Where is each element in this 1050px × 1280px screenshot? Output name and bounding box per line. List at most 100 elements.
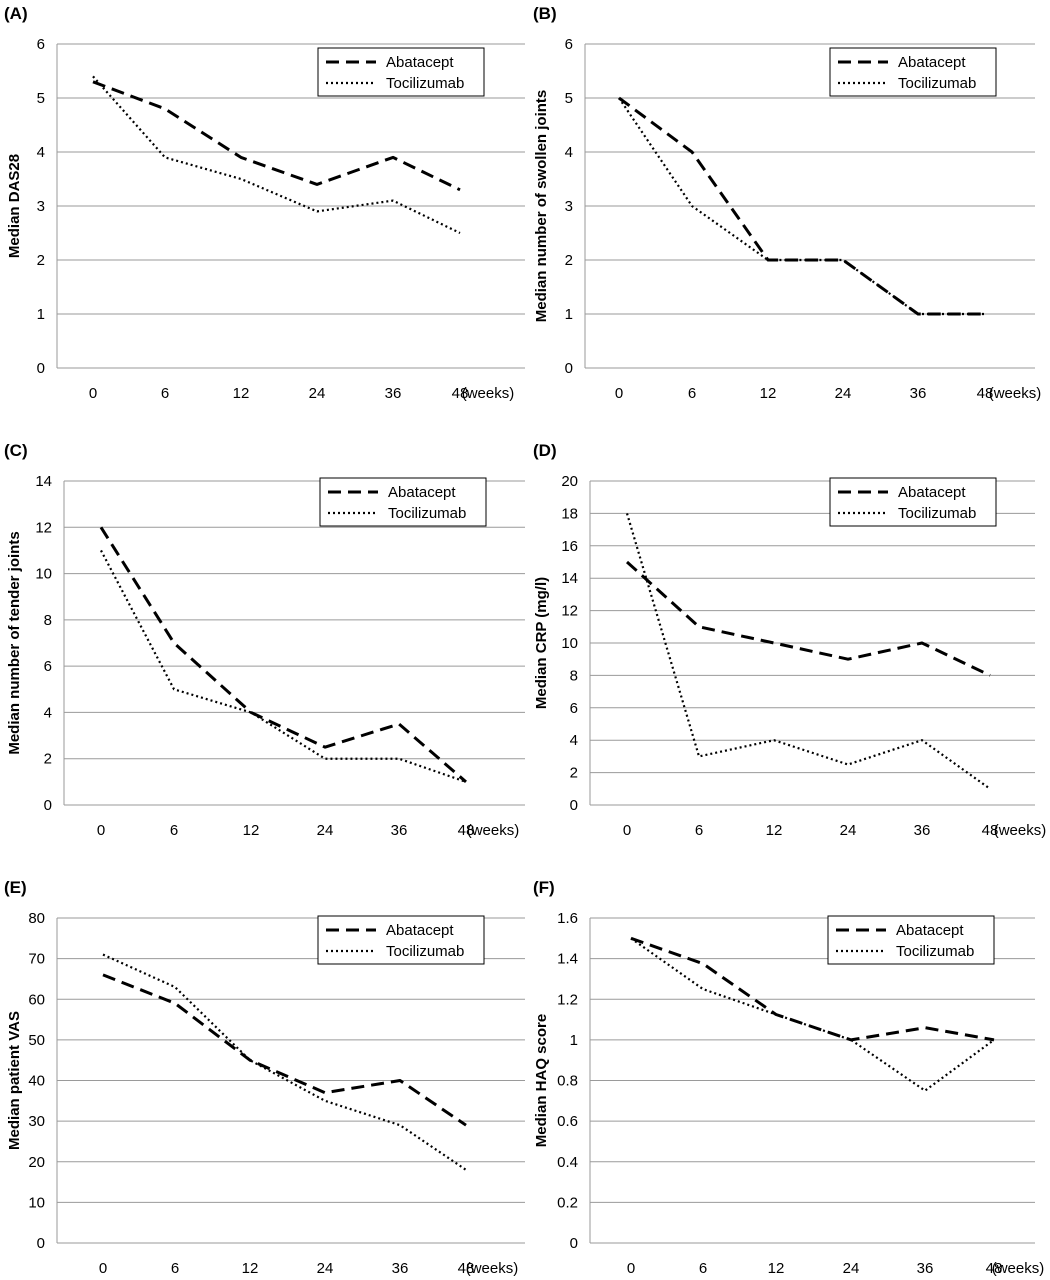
y-axis-label: Median CRP (mg/l): [533, 577, 550, 709]
y-tick-label: 0.4: [557, 1154, 578, 1171]
legend: Abatacept Tocilizumab: [317, 47, 485, 97]
y-axis-label: Median number of tender joints: [6, 531, 23, 754]
legend-label-abatacept: Abatacept: [388, 484, 456, 501]
legend: Abatacept Tocilizumab: [319, 477, 487, 527]
x-tick-label: 24: [317, 1260, 334, 1277]
panel-label: (A): [4, 4, 28, 23]
x-tick-label: 36: [391, 822, 408, 839]
y-tick-label: 20: [561, 473, 578, 490]
y-tick-label: 8: [570, 667, 578, 684]
y-tick-label: 0: [565, 360, 573, 377]
legend-label-tocilizumab: Tocilizumab: [386, 75, 464, 92]
x-unit-label: (weeks): [462, 385, 515, 402]
x-tick-label: 48: [452, 385, 469, 402]
panel-label: (F): [533, 878, 555, 897]
legend: Abatacept Tocilizumab: [317, 915, 485, 965]
legend-label-tocilizumab: Tocilizumab: [898, 505, 976, 522]
legend-box: [319, 477, 487, 527]
y-tick-label: 0: [37, 1235, 45, 1252]
x-tick-label: 0: [89, 385, 97, 402]
y-tick-label: 0: [44, 797, 52, 814]
y-tick-label: 70: [28, 951, 45, 968]
y-tick-label: 40: [28, 1073, 45, 1090]
legend-label-abatacept: Abatacept: [898, 484, 966, 501]
y-tick-label: 1: [570, 1032, 578, 1049]
y-tick-label: 6: [44, 658, 52, 675]
y-tick-label: 0: [570, 1235, 578, 1252]
x-tick-label: 0: [97, 822, 105, 839]
x-tick-label: 0: [615, 385, 623, 402]
legend-box: [317, 47, 485, 97]
y-tick-label: 2: [570, 765, 578, 782]
legend: Abatacept Tocilizumab: [827, 915, 995, 965]
series-line-tocilizumab: [625, 513, 991, 790]
x-tick-label: 12: [233, 385, 250, 402]
y-tick-label: 10: [28, 1194, 45, 1211]
x-tick-label: 36: [385, 385, 402, 402]
x-tick-label: 24: [840, 822, 857, 839]
x-tick-label: 36: [392, 1260, 409, 1277]
y-tick-label: 4: [37, 144, 45, 161]
y-tick-label: 60: [28, 991, 45, 1008]
y-tick-label: 1.4: [557, 951, 578, 968]
x-tick-label: 6: [688, 385, 696, 402]
y-tick-label: 14: [35, 473, 52, 490]
legend-label-tocilizumab: Tocilizumab: [898, 75, 976, 92]
x-tick-label: 12: [760, 385, 777, 402]
series-line-tocilizumab: [92, 75, 461, 234]
x-tick-label: 6: [695, 822, 703, 839]
x-tick-label: 36: [910, 385, 927, 402]
chart-panel-e: (E) 0 10 20 30 40 50 60 70 80 0 6 12 24 36 48(weeks) Med…: [4, 878, 525, 1277]
legend-label-tocilizumab: Tocilizumab: [896, 943, 974, 960]
legend-label-tocilizumab: Tocilizumab: [388, 505, 466, 522]
x-tick-label: 48: [458, 1260, 475, 1277]
y-axis-label: Median DAS28: [6, 154, 23, 258]
y-tick-label: 2: [37, 252, 45, 269]
legend-box: [829, 477, 997, 527]
x-tick-label: 24: [317, 822, 334, 839]
legend: Abatacept Tocilizumab: [829, 47, 997, 97]
x-tick-label: 12: [243, 822, 260, 839]
y-tick-label: 0.6: [557, 1113, 578, 1130]
x-tick-label: 24: [835, 385, 852, 402]
x-tick-label: 48: [982, 822, 999, 839]
y-tick-label: 80: [28, 910, 45, 927]
legend-label-abatacept: Abatacept: [386, 54, 454, 71]
x-tick-label: 12: [768, 1260, 785, 1277]
legend-label-abatacept: Abatacept: [898, 54, 966, 71]
x-tick-label: 6: [699, 1260, 707, 1277]
y-tick-label: 12: [35, 519, 52, 536]
y-tick-label: 2: [44, 751, 52, 768]
x-tick-label: 6: [171, 1260, 179, 1277]
y-tick-label: 6: [565, 36, 573, 53]
panel-label: (D): [533, 441, 557, 460]
y-tick-label: 3: [37, 198, 45, 215]
y-tick-label: 6: [37, 36, 45, 53]
legend-box: [829, 47, 997, 97]
y-tick-label: 4: [565, 144, 573, 161]
y-axis-label: Median HAQ score: [533, 1014, 550, 1147]
x-unit-label: (weeks): [467, 822, 520, 839]
x-tick-label: 48: [977, 385, 994, 402]
legend-box: [827, 915, 995, 965]
x-unit-label: (weeks): [994, 822, 1047, 839]
y-tick-label: 12: [561, 603, 578, 620]
x-tick-label: 48: [986, 1260, 1003, 1277]
series-line-abatacept: [102, 973, 467, 1127]
panel-label: (C): [4, 441, 28, 460]
x-tick-label: 6: [161, 385, 169, 402]
legend-label-tocilizumab: Tocilizumab: [386, 943, 464, 960]
y-tick-label: 4: [44, 704, 52, 721]
y-tick-label: 20: [28, 1154, 45, 1171]
y-tick-label: 0.2: [557, 1194, 578, 1211]
y-tick-label: 10: [561, 635, 578, 652]
series-line-abatacept: [625, 560, 991, 677]
series-line-tocilizumab: [102, 953, 467, 1171]
legend: Abatacept Tocilizumab: [829, 477, 997, 527]
y-tick-label: 4: [570, 732, 578, 749]
